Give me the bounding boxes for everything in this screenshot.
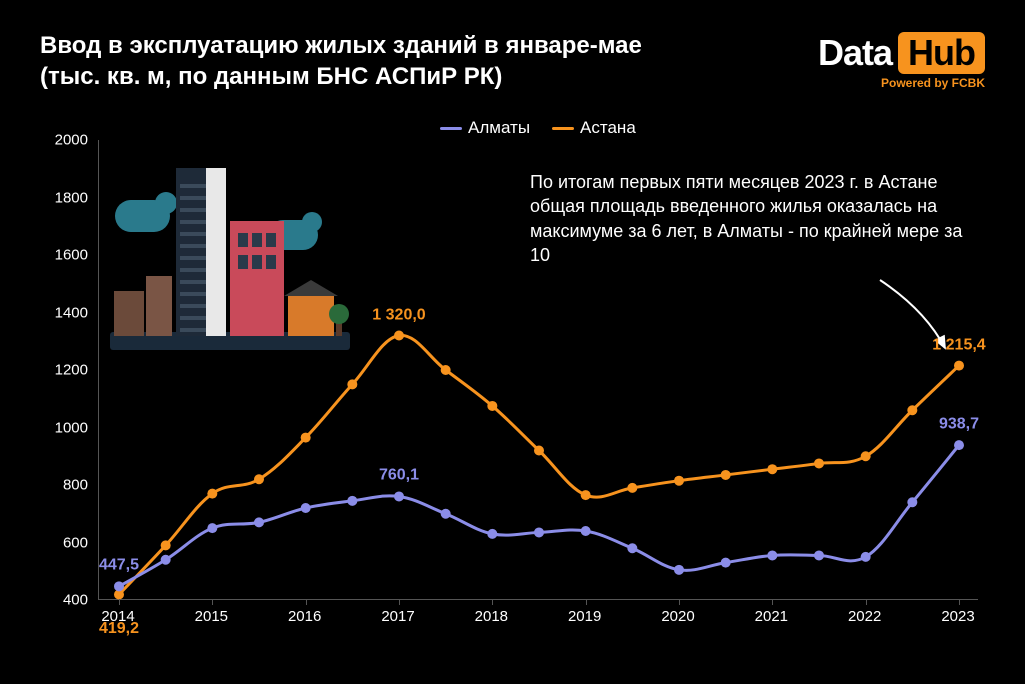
x-tick: 2023 [941,608,974,625]
legend-swatch-astana [552,127,574,130]
series-marker-almaty [301,503,311,513]
y-tick: 1200 [40,362,88,379]
series-marker-astana [347,379,357,389]
title-line-2: (тыс. кв. м, по данным БНС АСПиР РК) [40,63,502,90]
legend-item-almaty: Алматы [440,118,530,138]
series-marker-astana [394,331,404,341]
x-tick: 2014 [101,608,134,625]
series-marker-astana [487,401,497,411]
data-label: 1 320,0 [372,306,425,324]
series-marker-almaty [581,526,591,536]
series-marker-astana [534,446,544,456]
data-label: 938,7 [939,416,979,434]
y-tick: 1000 [40,419,88,436]
series-marker-astana [814,458,824,468]
title-line-1: Ввод в эксплуатацию жилых зданий в январ… [40,32,642,59]
series-marker-almaty [767,550,777,560]
x-tick: 2020 [661,608,694,625]
x-tick: 2019 [568,608,601,625]
series-marker-almaty [674,565,684,575]
series-marker-almaty [487,529,497,539]
x-axis: 2014 2015 2016 2017 2018 2019 2020 2021 2022 2023 [98,608,978,638]
data-label: 1 215,4 [932,336,985,354]
x-tick: 2018 [475,608,508,625]
series-marker-almaty [907,497,917,507]
logo-part-hub: Hub [898,32,985,74]
series-marker-almaty [347,496,357,506]
logo: DataHub Powered by FCBK [818,32,985,90]
series-marker-almaty [627,543,637,553]
series-marker-astana [581,490,591,500]
legend-label-almaty: Алматы [468,118,530,138]
series-marker-almaty [534,527,544,537]
y-tick: 1600 [40,247,88,264]
plot-area: 419,21 320,01 215,4447,5760,1938,7 [98,140,978,600]
y-axis: 400600800100012001400160018002000 [40,140,88,600]
y-tick: 1400 [40,304,88,321]
series-marker-almaty [441,509,451,519]
x-tick: 2022 [848,608,881,625]
series-marker-astana [674,476,684,486]
data-label: 447,5 [99,557,139,575]
series-marker-astana [861,451,871,461]
x-tick: 2021 [755,608,788,625]
series-line-almaty [119,445,959,586]
series-marker-astana [721,470,731,480]
legend-item-astana: Астана [552,118,636,138]
logo-main: DataHub [818,32,985,74]
series-marker-almaty [721,558,731,568]
legend-swatch-almaty [440,127,462,130]
series-marker-astana [907,405,917,415]
chart-title: Ввод в эксплуатацию жилых зданий в январ… [40,30,642,92]
series-marker-astana [161,540,171,550]
y-tick: 1800 [40,189,88,206]
series-marker-almaty [394,491,404,501]
logo-part-data: Data [818,32,892,73]
logo-subtitle: Powered by FCBK [818,76,985,90]
series-marker-astana [954,361,964,371]
series-marker-almaty [207,523,217,533]
series-marker-almaty [161,555,171,565]
y-tick: 400 [40,592,88,609]
y-tick: 800 [40,477,88,494]
series-marker-astana [254,474,264,484]
series-marker-almaty [114,581,124,591]
data-label: 760,1 [379,467,419,485]
x-tick: 2015 [195,608,228,625]
series-marker-astana [207,489,217,499]
y-tick: 600 [40,534,88,551]
series-marker-almaty [861,552,871,562]
series-marker-almaty [954,440,964,450]
legend-label-astana: Астана [580,118,636,138]
legend: Алматы Астана [440,118,636,138]
x-tick: 2016 [288,608,321,625]
series-marker-astana [627,483,637,493]
series-marker-almaty [814,550,824,560]
series-marker-almaty [254,517,264,527]
series-marker-astana [301,433,311,443]
plot-svg [99,140,979,600]
y-tick: 2000 [40,132,88,149]
series-marker-astana [767,464,777,474]
chart-area: 400600800100012001400160018002000 419,21… [40,140,990,650]
series-marker-astana [441,365,451,375]
x-tick: 2017 [381,608,414,625]
series-line-astana [119,335,959,594]
